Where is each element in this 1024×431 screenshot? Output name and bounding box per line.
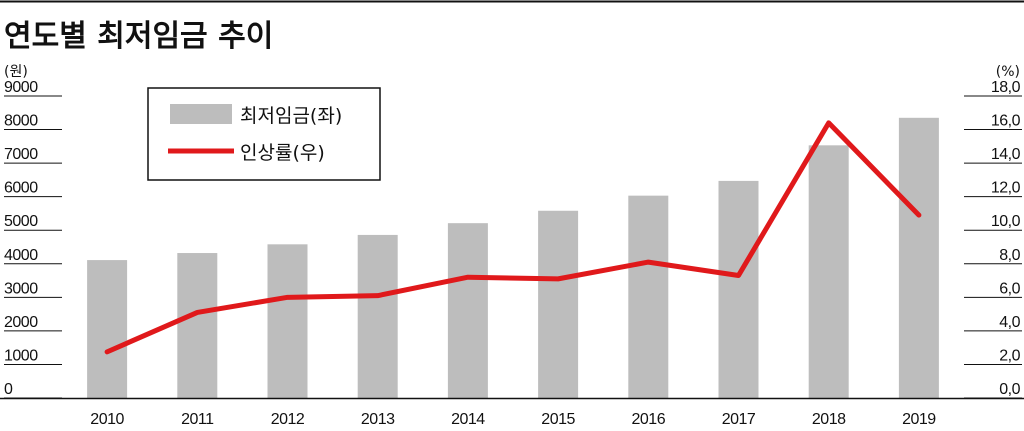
left-tick-label: 8000 bbox=[4, 113, 38, 130]
line-point bbox=[917, 213, 921, 217]
left-axis: 0 1000 2000 3000 4000 5000 6000 7000 8000 9000 bbox=[4, 79, 62, 399]
line-point bbox=[646, 260, 650, 264]
bar bbox=[357, 234, 398, 398]
x-tick-label: 2013 bbox=[361, 411, 395, 428]
left-tick-label: 9000 bbox=[4, 79, 38, 96]
line-point bbox=[105, 350, 109, 354]
line-point bbox=[195, 310, 199, 314]
line-point bbox=[376, 294, 380, 298]
right-tick-label: 18,0 bbox=[991, 79, 1021, 96]
legend-line-label: 인상률(우) bbox=[240, 142, 325, 164]
left-axis-unit: (원) bbox=[4, 64, 28, 80]
x-tick-label: 2011 bbox=[181, 411, 214, 428]
left-tick-label: 4000 bbox=[4, 247, 38, 264]
x-tick-label: 2017 bbox=[722, 411, 756, 428]
bar bbox=[808, 145, 849, 398]
line-point bbox=[466, 275, 470, 279]
chart-title: 연도별 최저임금 추이 bbox=[4, 19, 273, 54]
x-tick-label: 2012 bbox=[271, 411, 305, 428]
right-tick-label: 2,0 bbox=[999, 347, 1020, 364]
bar bbox=[267, 244, 308, 398]
line-point bbox=[556, 277, 560, 281]
x-tick-label: 2010 bbox=[90, 411, 124, 428]
bar bbox=[898, 117, 939, 399]
x-tick-label: 2018 bbox=[812, 411, 846, 428]
left-tick-label: 5000 bbox=[4, 213, 38, 230]
right-tick-label: 16,0 bbox=[991, 113, 1021, 130]
rate-line bbox=[104, 120, 922, 355]
bar bbox=[177, 253, 218, 398]
right-axis-unit: (%) bbox=[996, 64, 1020, 80]
right-tick-label: 0,0 bbox=[999, 381, 1020, 398]
left-tick-label: 7000 bbox=[4, 146, 38, 163]
bar bbox=[538, 210, 579, 398]
line-point bbox=[737, 274, 740, 278]
right-tick-label: 10,0 bbox=[991, 213, 1021, 230]
bar bbox=[447, 223, 488, 398]
right-tick-label: 12,0 bbox=[991, 180, 1021, 197]
legend-box bbox=[147, 87, 381, 181]
right-tick-label: 14,0 bbox=[991, 146, 1021, 163]
x-axis: 2010 2011 2012 2013 2014 2015 2016 2017 2018 2019 bbox=[0, 397, 1024, 428]
right-tick-label: 8,0 bbox=[999, 247, 1020, 264]
legend: 최저임금(좌) 인상률(우) bbox=[147, 87, 381, 181]
x-tick-label: 2014 bbox=[451, 411, 485, 428]
left-tick-label: 6000 bbox=[4, 180, 38, 197]
left-tick-label: 0 bbox=[4, 381, 13, 398]
x-tick-label: 2016 bbox=[632, 411, 666, 428]
bar-series bbox=[87, 117, 939, 399]
line-point bbox=[827, 121, 831, 125]
right-tick-label: 6,0 bbox=[999, 280, 1020, 297]
line-point bbox=[286, 295, 289, 299]
x-tick-label: 2019 bbox=[902, 411, 936, 428]
legend-bar-swatch bbox=[170, 104, 232, 124]
right-axis: 0,0 2,0 4,0 6,0 8,0 10,0 12,0 14,0 16,0 18,0 bbox=[964, 79, 1022, 399]
bar bbox=[628, 195, 669, 398]
left-tick-label: 1000 bbox=[4, 347, 38, 364]
x-tick-label: 2015 bbox=[541, 411, 575, 428]
bar bbox=[718, 180, 759, 398]
right-tick-label: 4,0 bbox=[999, 314, 1020, 331]
left-tick-label: 3000 bbox=[4, 280, 38, 297]
legend-bar-label: 최저임금(좌) bbox=[240, 105, 342, 127]
line-series bbox=[104, 120, 922, 355]
bar bbox=[87, 260, 128, 398]
left-tick-label: 2000 bbox=[4, 314, 38, 331]
